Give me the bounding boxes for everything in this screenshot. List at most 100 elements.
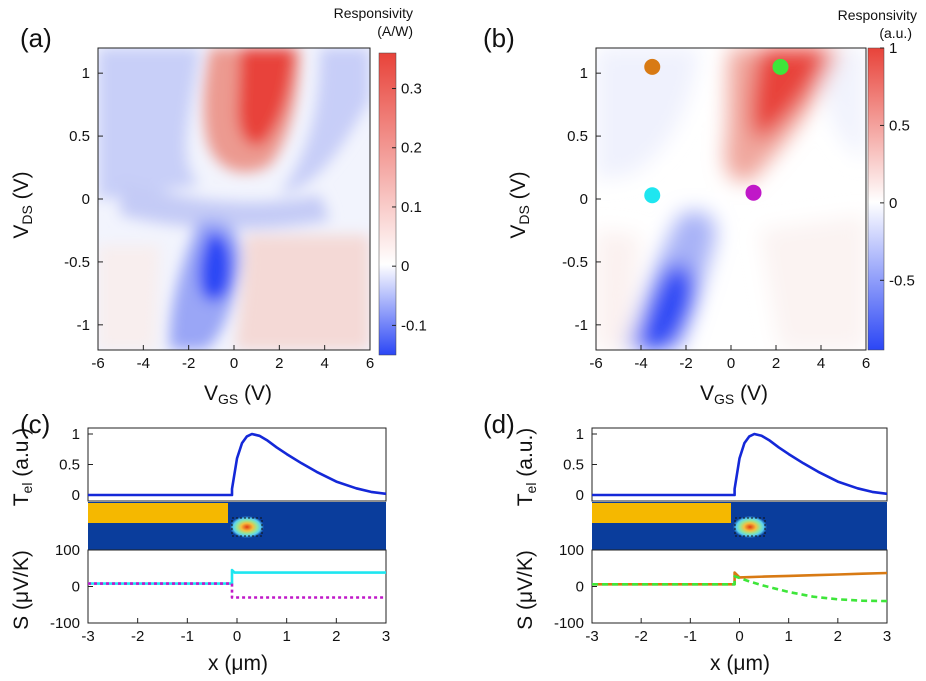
panel-a-x-ticks: -6 -4 -2 0 2 4 6	[91, 345, 374, 372]
t-tick-label: 1	[72, 426, 80, 443]
panel-b-y-ticks: 1 0.5 0 -0.5 -1	[562, 65, 601, 334]
colorbar-tick-label: 1	[889, 40, 897, 57]
panel-b: (b) -6 -4 -2 0 2 4 6 1 0.5 0 -0.5 -1 VGS (V) VDS (…	[483, 7, 917, 407]
colorbar-tick-label: 0	[889, 195, 897, 212]
x-tick-label: -1	[181, 628, 194, 645]
t-tick-label: 1	[576, 426, 584, 443]
panel-b-y-label: VDS (V)	[507, 171, 532, 238]
s-tick-label: -100	[50, 615, 80, 632]
x-tick-label: -2	[634, 628, 647, 645]
panel-a-y-ticks: 1 0.5 0 -0.5 -1	[64, 65, 103, 334]
y-tick-label: 0	[82, 191, 90, 208]
panel-b-x-ticks: -6 -4 -2 0 2 4 6	[589, 345, 870, 372]
panel-b-x-label: VGS (V)	[700, 382, 768, 407]
t-tick-label: 0	[576, 487, 584, 504]
panel-a-y-label: VDS (V)	[10, 171, 35, 238]
colorbar-tick-label: 0	[401, 258, 409, 275]
panel-b-colorbar-title-2: (a.u.)	[879, 25, 912, 41]
colorbar-tick-label: 0.1	[401, 199, 422, 216]
panel-c-s-frame	[87, 549, 387, 624]
t-tick-label: 0	[72, 487, 80, 504]
x-tick-label: -2	[131, 628, 144, 645]
x-tick-label: 2	[772, 355, 780, 372]
y-tick-label: 0.5	[567, 128, 588, 145]
series-orange	[592, 571, 888, 586]
x-tick-label: 1	[784, 628, 792, 645]
x-tick-label: 2	[332, 628, 340, 645]
s-tick-label: 0	[72, 579, 80, 596]
x-tick-label: 2	[275, 355, 283, 372]
panel-d-x-label: x (μm)	[710, 652, 770, 675]
panel-c-s-y-label: S (μV/K)	[10, 550, 33, 630]
marker-orange	[644, 58, 661, 75]
x-tick-label: -3	[585, 628, 598, 645]
panel-a-colorbar-title-1: Responsivity	[334, 5, 413, 21]
panel-c-x-label: x (μm)	[208, 652, 268, 675]
series-green	[592, 575, 888, 603]
y-tick-label: 1	[82, 65, 90, 82]
x-tick-label: 4	[320, 355, 328, 372]
panel-d-s-ticks: 100 0 -100	[554, 542, 597, 632]
y-tick-label: -1	[77, 317, 90, 334]
x-tick-label: -4	[137, 355, 150, 372]
x-tick-label: 0	[727, 355, 735, 372]
panel-a-colorbar-ticks: 0.3 0.2 0.1 0 -0.1	[392, 81, 427, 334]
panel-a-colorbar-title-2: (A/W)	[377, 23, 413, 39]
y-tick-label: -0.5	[64, 254, 90, 271]
x-tick-label: -6	[91, 355, 104, 372]
x-tick-label: -6	[589, 355, 602, 372]
marker-magenta	[745, 184, 762, 201]
panel-a-label: (a)	[20, 23, 52, 53]
y-tick-label: 1	[580, 65, 588, 82]
x-tick-label: 0	[735, 628, 743, 645]
panel-d-x-ticks: -3 -2 -1 0 1 2 3	[585, 618, 891, 645]
x-tick-label: 0	[230, 355, 238, 372]
panel-c-x-ticks: -3 -2 -1 0 1 2 3	[81, 618, 390, 645]
panel-c-t-y-label: Tel (a.u.)	[10, 428, 35, 507]
x-tick-label: 6	[366, 355, 374, 372]
x-tick-label: -4	[634, 355, 647, 372]
panel-d-t-y-label: Tel (a.u.)	[514, 428, 539, 507]
panel-a-heatmap	[98, 48, 370, 350]
colorbar-tick-label: -0.1	[401, 317, 427, 334]
s-tick-label: 100	[55, 542, 80, 559]
panel-b-label: (b)	[483, 23, 515, 53]
series-temperature	[88, 432, 387, 497]
panel-d-s-y-label: S (μV/K)	[514, 550, 537, 630]
x-tick-label: -1	[684, 628, 697, 645]
colorbar-tick-label: 0.5	[889, 117, 910, 134]
x-tick-label: 1	[282, 628, 290, 645]
s-tick-label: 0	[576, 579, 584, 596]
y-tick-label: -0.5	[562, 254, 588, 271]
panel-b-colorbar-title-1: Responsivity	[838, 7, 917, 23]
panel-c-label: (c)	[20, 409, 50, 439]
panel-b-colorbar-ticks: 1 0.5 0 -0.5	[880, 40, 915, 289]
x-tick-label: 4	[817, 355, 825, 372]
y-tick-label: 0	[580, 191, 588, 208]
panel-d: (d) 1 0.5 0 100 0 -100 -3 -2 -1 0 1 2 3 x (μm) Tel…	[483, 409, 891, 675]
panel-c-s-ticks: 100 0 -100	[50, 542, 93, 632]
panel-d-label: (d)	[483, 409, 515, 439]
panel-c-lines	[88, 432, 387, 599]
x-tick-label: -2	[679, 355, 692, 372]
panel-b-colorbar	[867, 47, 885, 351]
x-tick-label: -2	[182, 355, 195, 372]
marker-green	[772, 58, 789, 75]
colorbar-tick-label: 0.3	[401, 81, 422, 98]
x-tick-label: 0	[233, 628, 241, 645]
panel-a: (a) -6 -4 -2 0 2 4 6	[10, 5, 427, 407]
x-tick-label: 3	[883, 628, 891, 645]
panel-d-lines	[592, 432, 888, 603]
s-tick-label: 100	[559, 542, 584, 559]
panel-b-markers	[644, 58, 789, 204]
panel-c-device-image	[88, 502, 386, 550]
t-tick-label: 0.5	[563, 457, 584, 474]
colorbar-tick-label: -0.5	[889, 272, 915, 289]
y-tick-label: 0.5	[69, 128, 90, 145]
marker-cyan	[644, 187, 661, 204]
colorbar-tick-label: 0.2	[401, 140, 422, 157]
x-tick-label: 6	[862, 355, 870, 372]
x-tick-label: -3	[81, 628, 94, 645]
